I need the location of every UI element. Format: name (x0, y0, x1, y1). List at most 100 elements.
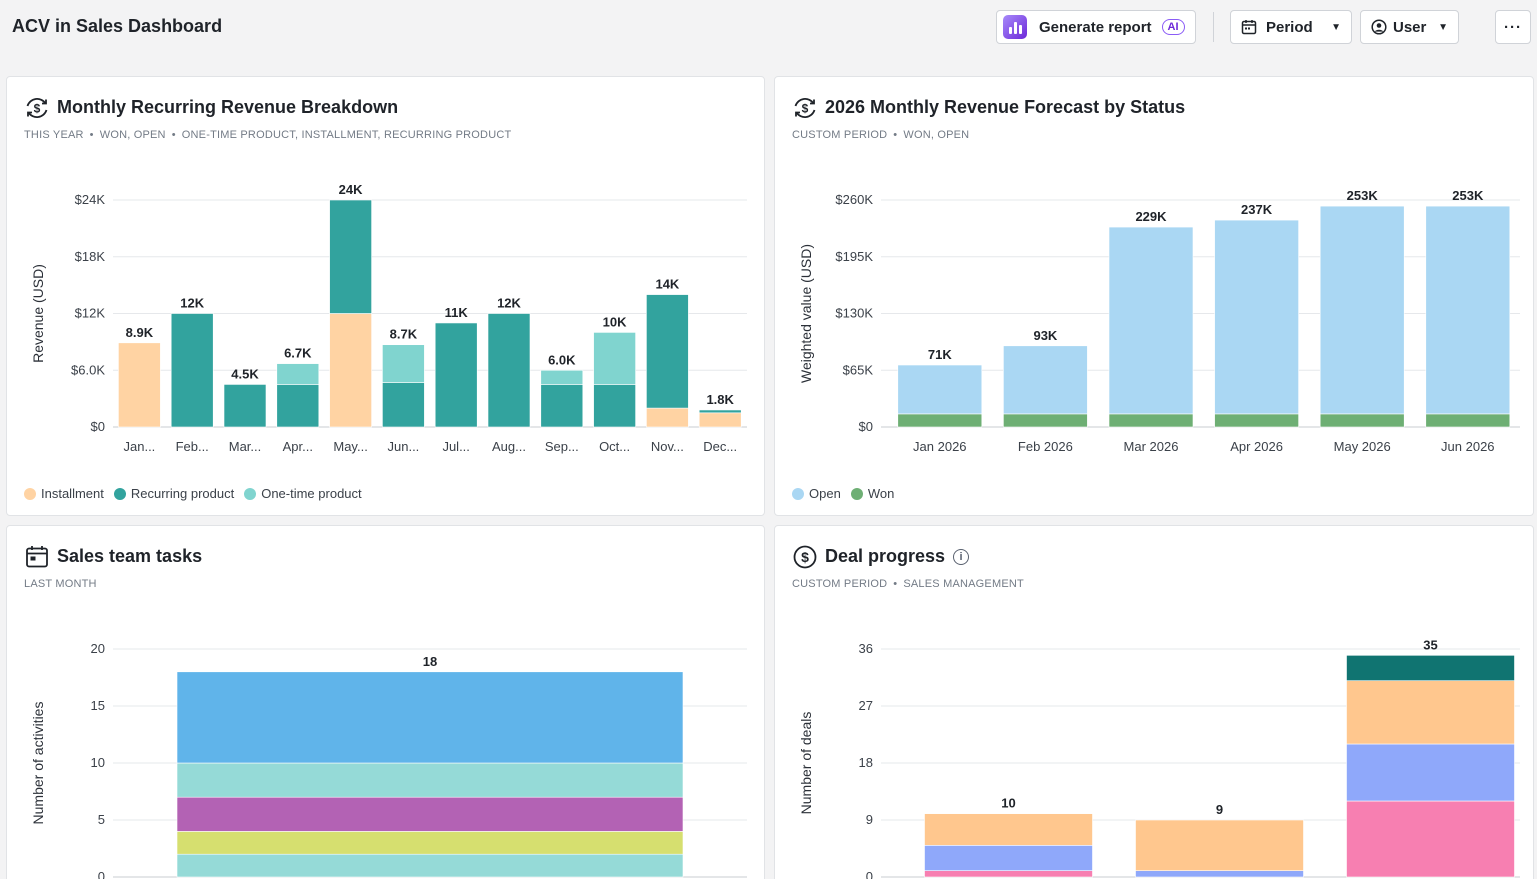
y-tick-label: 15 (91, 698, 105, 713)
y-tick-label: 0 (866, 869, 873, 879)
deal-progress-card: $ Deal progress i CUSTOM PERIOD • SALES MAN… (774, 525, 1534, 879)
bar-segment (897, 364, 983, 415)
ai-badge: AI (1161, 19, 1185, 35)
bar-total-label: 237K (1241, 202, 1273, 217)
y-tick-label: $260K (835, 192, 873, 207)
bar-total-label: 10K (603, 314, 627, 329)
bar-segment (329, 313, 372, 428)
bar-total-label: 229K (1135, 209, 1167, 224)
user-icon (1371, 19, 1387, 35)
filter-status: WON, OPEN (99, 129, 166, 141)
more-options-button[interactable]: ··· (1495, 10, 1531, 44)
legend-item[interactable]: Recurring product (113, 486, 235, 501)
legend-item[interactable]: One-time product (244, 486, 362, 501)
deal-progress-chart: 0 9 18 27 36 Number of deals 10 9 35 (798, 637, 1520, 879)
page-title: ACV in Sales Dashboard (12, 16, 223, 36)
card-subtitle: LAST MONTH (24, 578, 97, 590)
bar-total-label: 24K (339, 182, 363, 197)
bar-total-label: 9 (1216, 802, 1223, 817)
bar-total-label: 6.0K (548, 352, 576, 367)
x-tick-label: May 2026 (1334, 439, 1391, 454)
sales-team-tasks-card: Sales team tasks LAST MONTH 0 5 10 15 20 Numb… (6, 525, 765, 879)
bar-total-label: 8.9K (126, 325, 154, 340)
y-tick-label: $6.0K (71, 362, 105, 377)
y-axis-label: Number of deals (798, 712, 814, 815)
legend-label: Open (809, 486, 841, 501)
x-tick-label: Nov... (651, 439, 684, 454)
info-icon[interactable]: i (953, 549, 970, 565)
bar-segment (329, 199, 372, 314)
bar-total-label: 93K (1033, 328, 1057, 343)
bar-segment (276, 363, 320, 385)
recurring-revenue-icon: $ (26, 97, 48, 119)
bar-segment (1319, 205, 1405, 415)
y-tick-label: $24K (75, 192, 106, 207)
bar-segment (1346, 655, 1515, 681)
bar-total-label: 10 (1001, 796, 1015, 811)
y-tick-label: 0 (98, 869, 105, 879)
bar-total-label: 18 (423, 654, 437, 669)
bar-segment (176, 762, 684, 798)
y-tick-label: 20 (91, 641, 105, 656)
y-tick-label: $130K (835, 306, 873, 321)
recurring-revenue-icon: $ (794, 97, 816, 119)
x-tick-label: Jul... (442, 439, 469, 454)
y-tick-label: 18 (859, 755, 873, 770)
bar-segment (1425, 413, 1511, 428)
bar-segment (540, 369, 584, 385)
bar-segment (1003, 345, 1088, 415)
bar-total-label: 14K (655, 277, 679, 292)
svg-text:$: $ (802, 102, 809, 116)
bar-segment (176, 853, 684, 878)
bar-segment (487, 313, 531, 428)
legend-item[interactable]: Open (792, 486, 841, 501)
y-tick-label: 5 (98, 812, 105, 827)
legend-swatch (244, 487, 257, 500)
y-tick-label: $0 (91, 419, 105, 434)
legend-item[interactable]: Installment (24, 486, 104, 501)
svg-text:$: $ (34, 102, 41, 116)
chevron-down-icon: ▼ (1438, 21, 1448, 33)
generate-report-button[interactable]: Generate report AI (996, 10, 1196, 44)
user-filter-button[interactable]: User ▼ (1360, 10, 1459, 44)
y-tick-label: 10 (91, 755, 105, 770)
y-tick-label: 36 (859, 641, 873, 656)
y-tick-label: 27 (859, 698, 873, 713)
card-title-text: Deal progress (825, 546, 946, 566)
x-tick-label: Jun... (388, 439, 420, 454)
x-tick-label: Jan 2026 (913, 439, 967, 454)
legend-swatch (113, 487, 126, 500)
bar-segment (276, 384, 320, 428)
y-axis-label: Number of activities (30, 702, 46, 825)
chart-legend: Open Won (792, 486, 894, 501)
period-filter-button[interactable]: Period ▼ (1230, 10, 1352, 44)
svg-text:$: $ (801, 549, 809, 565)
x-tick-label: Jun 2026 (1441, 439, 1495, 454)
x-tick-label: Dec... (703, 439, 737, 454)
bar-segment (1003, 413, 1088, 428)
bar-segment (924, 813, 1093, 846)
dollar-icon: $ (793, 545, 817, 569)
legend-swatch (850, 487, 863, 500)
calendar-icon (1241, 20, 1257, 35)
bar-segment (1135, 819, 1304, 871)
filter-period: CUSTOM PERIOD (792, 129, 888, 141)
legend-item[interactable]: Won (850, 486, 894, 501)
revenue-forecast-card: $ 2026 Monthly Revenue Forecast by Statu… (774, 76, 1534, 516)
bar-total-label: 12K (180, 296, 204, 311)
x-tick-label: Oct... (599, 439, 630, 454)
bar-segment (698, 409, 742, 414)
y-tick-label: $12K (75, 306, 106, 321)
chevron-down-icon: ▼ (1331, 21, 1341, 33)
x-tick-label: May... (333, 439, 367, 454)
bar-segment (1346, 743, 1515, 802)
x-tick-label: Sep... (545, 439, 579, 454)
bar-total-label: 35 (1423, 637, 1437, 652)
filter-status: WON, OPEN (903, 129, 970, 141)
legend-label: Recurring product (130, 486, 235, 501)
tasks-chart: 0 5 10 15 20 Number of activities 18 (30, 641, 747, 879)
bar-total-label: 6.7K (284, 346, 312, 361)
x-tick-label: Mar 2026 (1124, 439, 1179, 454)
bar-segment (170, 313, 214, 428)
bar-total-label: 71K (928, 347, 952, 362)
